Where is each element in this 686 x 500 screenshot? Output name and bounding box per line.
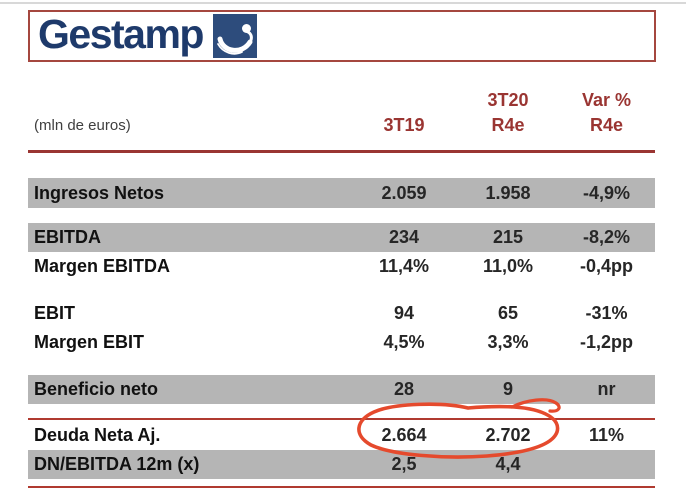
value-var: -31% — [585, 303, 628, 323]
col-header-r4e-1: R4e — [491, 114, 525, 135]
value-var: 11% — [588, 425, 625, 445]
value-3t19: 2,5 — [391, 454, 417, 474]
row-label: Ingresos Netos — [34, 182, 165, 203]
value-3t19: 2.664 — [381, 425, 427, 445]
top-divider — [0, 2, 686, 4]
col-header-3t20: 3T20 — [487, 89, 529, 110]
value-3t20: 11,0% — [482, 256, 534, 276]
value-3t20: 9 — [502, 379, 513, 399]
value-var: -0,4pp — [579, 256, 633, 276]
table-row-margen-ebit: Margen EBIT 4,5% 3,3% -1,2pp — [28, 328, 655, 357]
value-3t19: 11,4% — [378, 256, 430, 276]
table-header-line2: (mln de euros) 3T19 R4e R4e — [28, 112, 655, 138]
row-label: EBITDA — [34, 227, 101, 247]
bottom-rule — [28, 486, 655, 488]
table-row-dn-ebitda: DN/EBITDA 12m (x) 2,5 4,4 — [28, 450, 655, 479]
value-3t20: 215 — [492, 227, 524, 247]
row-label: EBIT — [34, 303, 76, 323]
table-row-ebitda: EBITDA 234 215 -8,2% — [28, 223, 655, 252]
row-label: Margen EBITDA — [34, 256, 171, 276]
value-3t19: 234 — [388, 227, 420, 247]
section-divider-rule — [28, 418, 655, 420]
table-row-margen-ebitda: Margen EBITDA 11,4% 11,0% -0,4pp — [28, 252, 655, 281]
unit-label: (mln de euros) — [34, 116, 131, 134]
table-row-deuda-neta: Deuda Neta Aj. 2.664 2.702 11% — [28, 421, 655, 450]
value-var: -4,9% — [582, 182, 631, 203]
header-rule — [28, 150, 655, 153]
col-header-3t19: 3T19 — [383, 114, 425, 135]
value-3t20: 4,4 — [495, 454, 521, 474]
value-var: nr — [597, 379, 616, 399]
row-label: DN/EBITDA 12m (x) — [34, 454, 200, 474]
value-var: -1,2pp — [579, 332, 633, 352]
value-3t20: 3,3% — [487, 332, 529, 352]
table-row-ingresos-netos: Ingresos Netos 2.059 1.958 -4,9% — [28, 178, 655, 208]
value-var: -8,2% — [582, 227, 631, 247]
value-3t19: 28 — [393, 379, 415, 399]
value-3t19: 2.059 — [381, 182, 427, 203]
gestamp-logo-text: Gestamp — [38, 10, 204, 57]
value-3t20: 1.958 — [485, 182, 531, 203]
col-header-var: Var % — [581, 89, 632, 110]
row-label: Beneficio neto — [34, 379, 159, 399]
gestamp-swoosh-icon — [212, 14, 257, 58]
table-header-line1: 3T20 Var % — [28, 88, 655, 112]
row-label: Deuda Neta Aj. — [34, 425, 161, 445]
col-header-r4e-2: R4e — [589, 114, 624, 135]
results-table: 3T20 Var % (mln de euros) 3T19 R4e R4e I… — [28, 88, 655, 488]
table-row-beneficio-neto: Beneficio neto 28 9 nr — [28, 375, 655, 404]
value-3t19: 4,5% — [383, 332, 425, 352]
value-3t19: 94 — [393, 303, 415, 323]
value-3t20: 2.702 — [485, 425, 531, 445]
table-row-ebit: EBIT 94 65 -31% — [28, 299, 655, 328]
logo-banner: Gestamp — [28, 10, 656, 62]
row-label: Margen EBIT — [34, 332, 145, 352]
value-3t20: 65 — [497, 303, 519, 323]
